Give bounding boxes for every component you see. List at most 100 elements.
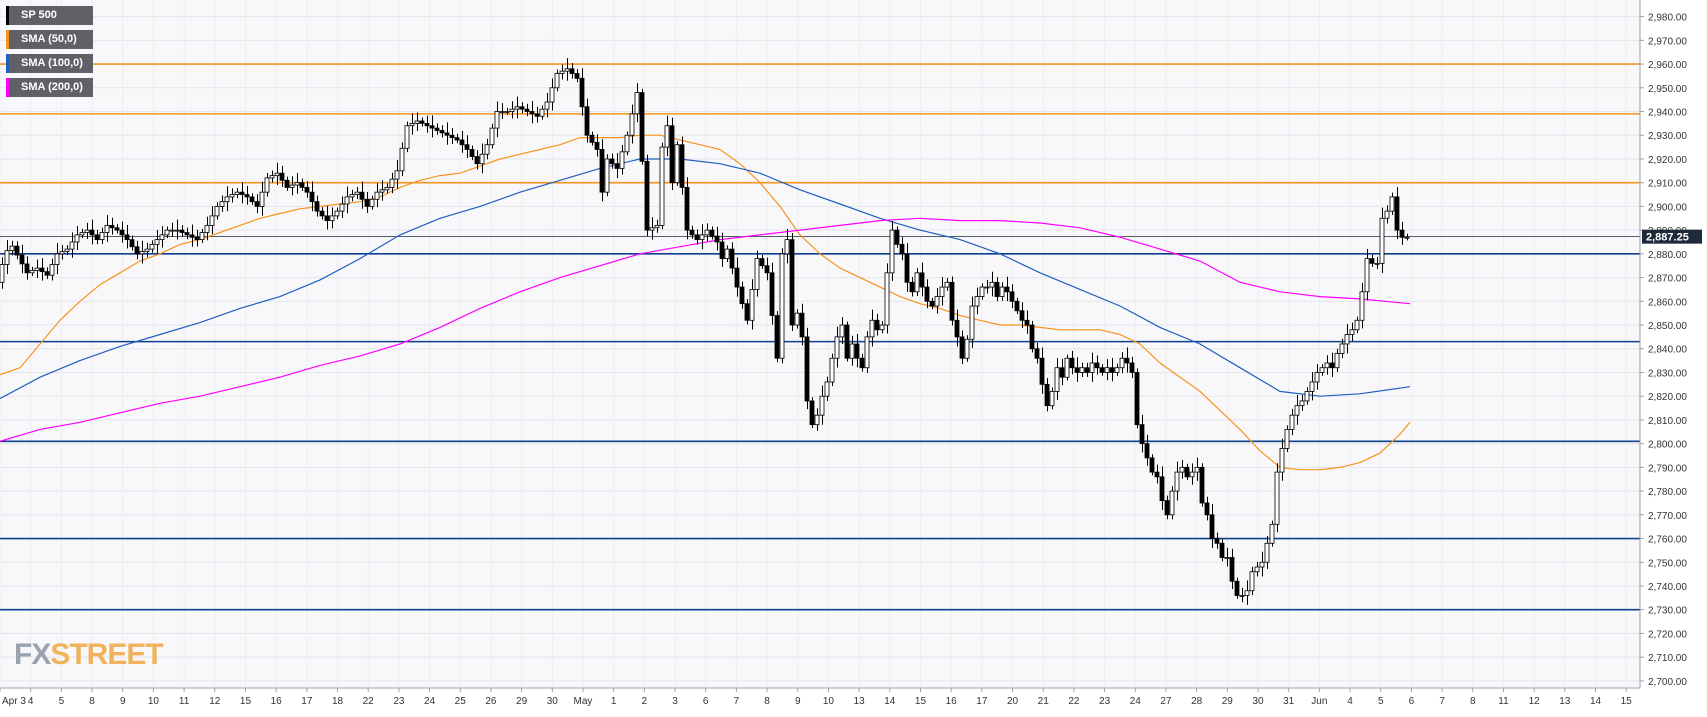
candle-bear [1044,383,1050,407]
candle-bull [879,324,885,331]
candle-bull [159,234,165,241]
y-tick-label: 2,770.00 [1648,511,1687,522]
candle-bull [1379,217,1385,264]
candle-bear [804,336,810,402]
candle-bear [129,239,135,248]
y-tick-label: 2,980.00 [1648,13,1687,24]
x-tick-label: 25 [455,696,467,707]
y-tick-label: 2,970.00 [1648,36,1687,47]
x-tick-label: 15 [240,696,252,707]
x-tick-label: 23 [393,696,405,707]
x-tick-label: 11 [1498,696,1509,707]
candle-bull [654,224,660,229]
candle-bull [1249,571,1255,592]
legend-sp500[interactable]: SP 500 [6,6,93,25]
candle-bull [629,113,635,136]
candle-bear [994,281,1000,297]
y-tick-label: 2,820.00 [1648,392,1687,403]
candle-bull [74,234,80,243]
candle-bear [1099,367,1105,373]
candle-bull [54,253,60,265]
x-tick-label: 16 [271,696,283,707]
candle-bear [694,234,700,241]
x-tick-label: 28 [1191,696,1203,707]
y-tick-label: 2,910.00 [1648,179,1687,190]
candle-bull [1114,367,1120,373]
candle-bear [729,248,735,269]
candle-bull [104,224,110,233]
candle-bull [824,381,830,397]
candle-bull [1289,414,1295,430]
x-tick-label: 1 [611,696,617,707]
candle-bull [1309,381,1315,392]
y-tick-label: 2,880.00 [1648,250,1687,261]
x-tick-label: 14 [1590,696,1602,707]
candle-bear [249,196,255,203]
candle-bull [99,232,105,241]
candle-bear [1029,324,1035,350]
x-tick-label: Jun [1311,696,1327,707]
y-tick-label: 2,850.00 [1648,321,1687,332]
candle-bull [889,229,895,274]
x-tick-label: 15 [915,696,927,707]
candle-bear [929,300,935,307]
candle-bear [429,125,435,129]
candle-bear [1084,367,1090,373]
candle-bull [754,258,760,290]
candle-bull [339,203,345,212]
candle-bull [554,73,560,89]
candle-bear [1214,538,1220,544]
x-tick-label: 5 [1378,696,1384,707]
candle-bull [334,210,340,217]
legend-label: SMA (100,0) [21,57,83,69]
candle-bull [59,251,65,255]
candle-bull [294,182,300,186]
candle-bull [1239,595,1245,597]
candle-bear [669,125,675,184]
legend-sma-50[interactable]: SMA (50,0) [6,30,93,49]
candle-bull [1079,367,1085,373]
x-tick-label: 10 [823,696,835,707]
candle-bear [1394,196,1400,231]
candle-bull [214,205,220,217]
candle-bear [739,286,745,305]
candle-bull [1064,357,1070,378]
candle-bear [519,106,525,110]
candle-bear [114,227,120,231]
candle-bear [954,319,960,338]
candle-bull [1314,372,1320,383]
candle-bear [679,144,685,188]
y-tick-label: 2,940.00 [1648,108,1687,119]
candle-bear [364,198,370,207]
candle-bull [604,158,610,193]
legend-sma-200[interactable]: SMA (200,0) [6,78,93,97]
candle-bear [1159,476,1165,501]
y-tick-label: 2,750.00 [1648,558,1687,569]
candle-bull [259,191,265,207]
y-tick-label: 2,760.00 [1648,535,1687,546]
logo-part-street: STREET [50,638,163,671]
y-tick-label: 2,710.00 [1648,653,1687,664]
candle-bear [809,400,815,426]
candle-bear [189,234,195,238]
legend-sma-100[interactable]: SMA (100,0) [6,54,93,73]
legend-label: SMA (200,0) [21,81,83,93]
x-tick-label: 8 [764,696,770,707]
x-tick-label: 11 [179,696,190,707]
candle-bull [1319,367,1325,373]
x-tick-label: 6 [703,696,709,707]
candle-bull [199,232,205,241]
candle-bear [1094,362,1100,369]
candle-bull [389,178,395,188]
x-tick-label: 30 [1252,696,1264,707]
candle-bull [1324,362,1330,369]
candle-bull [1089,362,1095,373]
candle-bear [439,130,445,134]
candle-bull [374,191,380,200]
candle-bear [764,265,770,274]
candle-bull [29,270,35,274]
candle-bear [459,139,465,146]
x-tick-label: 15 [1621,696,1633,707]
candle-bull [1274,471,1280,525]
candle-bull [9,245,15,252]
